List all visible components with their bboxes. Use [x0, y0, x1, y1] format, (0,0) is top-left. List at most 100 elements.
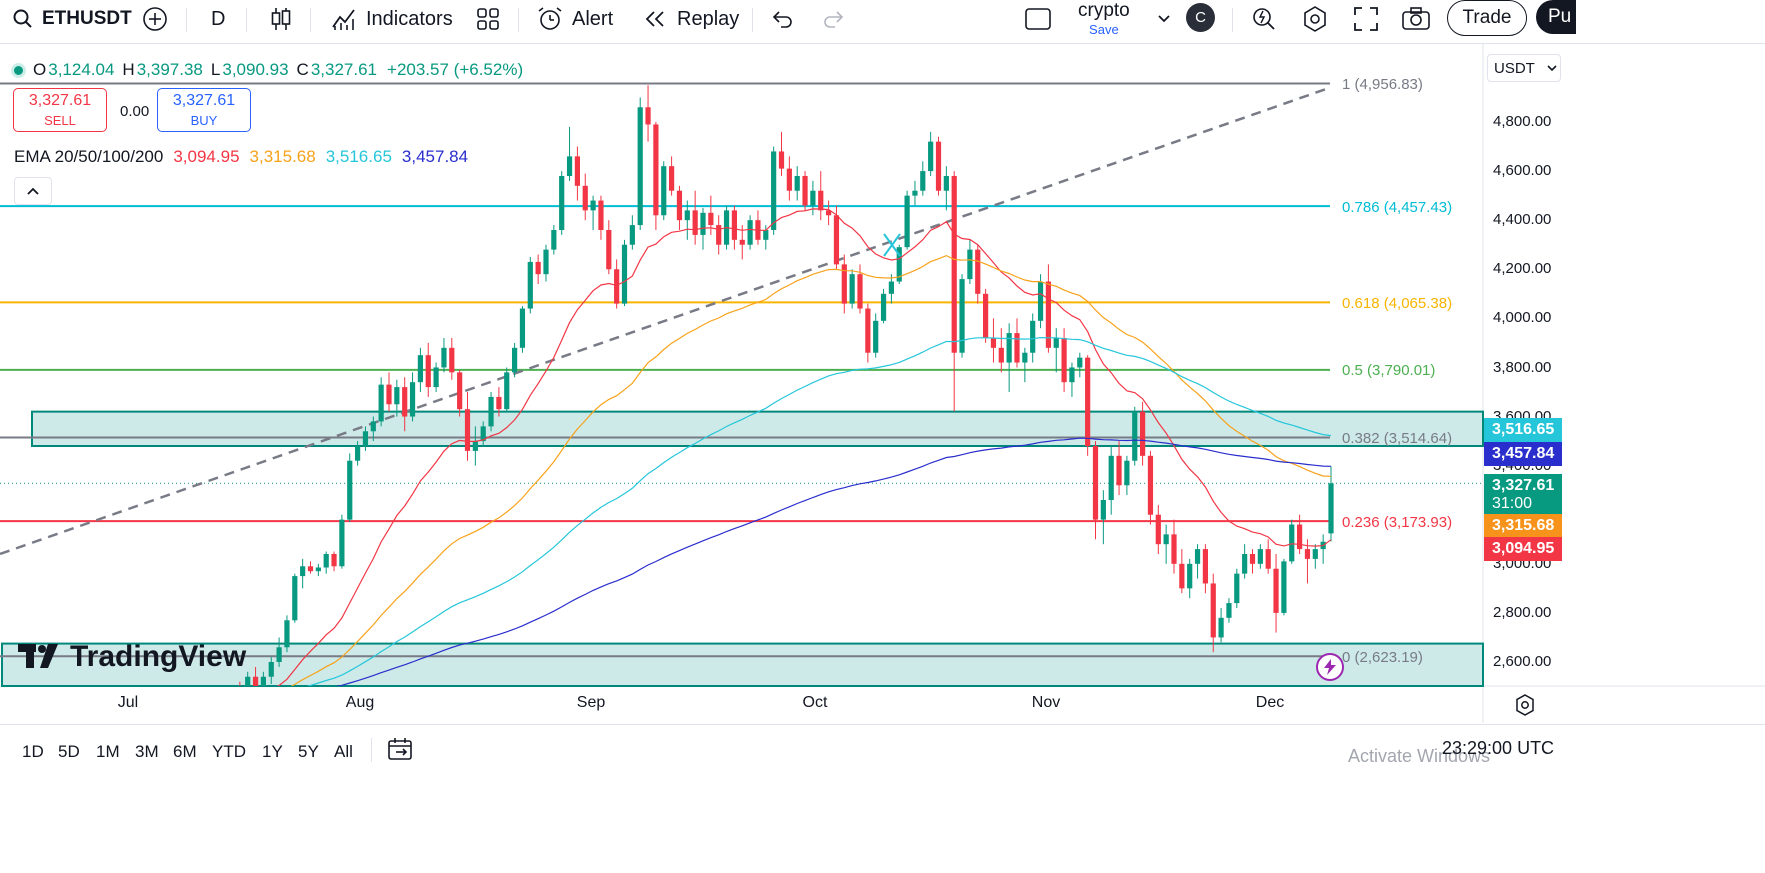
ema200-value: 3,457.84: [401, 147, 469, 166]
buy-price: 3,327.61: [172, 92, 236, 109]
snapshot-button[interactable]: [1401, 0, 1431, 38]
range-button[interactable]: 6M: [173, 742, 197, 761]
candle: [315, 567, 321, 572]
fib-level-label: 0.786 (4,457.43): [1342, 199, 1453, 216]
collapse-legend-button[interactable]: [14, 177, 52, 205]
utc-clock[interactable]: 23:29:00 UTC: [1442, 738, 1555, 758]
candle: [598, 200, 604, 230]
time-axis-label: Oct: [802, 694, 828, 711]
candle: [323, 554, 329, 568]
range-button[interactable]: YTD: [212, 742, 246, 761]
buy-button[interactable]: 3,327.61 BUY: [157, 88, 251, 132]
candle: [284, 620, 290, 648]
candle: [276, 647, 282, 662]
range-button[interactable]: 5Y: [298, 742, 319, 761]
candle-countdown: 31:00: [1492, 495, 1533, 512]
layout-menu-button[interactable]: [1157, 0, 1171, 38]
ema20-price-tag: 3,094.95: [1484, 537, 1562, 561]
alert-label: Alert: [572, 7, 614, 30]
candle: [833, 215, 840, 265]
layout-toggle-button[interactable]: [1024, 0, 1052, 38]
candle: [653, 124, 659, 216]
candle: [1077, 357, 1083, 368]
quick-search-button[interactable]: [1251, 0, 1277, 38]
chart-type-button[interactable]: [269, 0, 293, 38]
goto-date-button[interactable]: [387, 736, 415, 767]
templates-button[interactable]: [475, 0, 501, 38]
settings-button[interactable]: [1301, 0, 1329, 38]
alert-button[interactable]: Alert: [536, 0, 613, 38]
indicators-button[interactable]: Indicators: [331, 0, 453, 38]
candle: [1218, 617, 1224, 638]
candle: [1108, 455, 1114, 500]
ema100-value: 3,516.65: [325, 147, 392, 166]
candle: [983, 293, 989, 338]
candle: [1171, 534, 1177, 564]
candle: [1037, 281, 1044, 321]
symbol-search[interactable]: ETHUSDT: [12, 0, 132, 38]
range-button[interactable]: 1Y: [262, 742, 283, 761]
interval-button[interactable]: D: [211, 7, 226, 30]
range-button[interactable]: 1D: [22, 742, 44, 761]
candle: [559, 176, 565, 230]
toolbar-divider: [246, 8, 247, 32]
candle: [896, 247, 902, 282]
candle: [300, 566, 306, 577]
camera-icon: [1402, 7, 1430, 30]
last-price-tag: 3,327.61 31:00: [1484, 474, 1562, 516]
grid-icon: [477, 8, 499, 30]
candle: [739, 239, 745, 245]
spread-value: 0.00: [120, 103, 150, 120]
chart-settings-button[interactable]: [1513, 693, 1537, 722]
ema-legend[interactable]: EMA 20/50/100/200 3,094.95 3,315.68 3,51…: [14, 147, 468, 167]
square-icon: [1025, 8, 1051, 30]
redo-button[interactable]: [821, 0, 845, 38]
trade-button[interactable]: Trade: [1447, 0, 1527, 36]
candle: [1045, 281, 1051, 348]
candle: [425, 355, 431, 388]
layout-name-button[interactable]: crypto Save: [1078, 0, 1130, 37]
lightning-button[interactable]: [1316, 653, 1344, 681]
replay-button[interactable]: Replay: [643, 0, 739, 38]
candle: [1210, 583, 1216, 638]
candle: [1312, 549, 1318, 559]
candle: [731, 210, 737, 240]
publish-button[interactable]: Pu: [1536, 0, 1576, 34]
candle: [409, 382, 416, 417]
range-button[interactable]: All: [334, 742, 353, 761]
candle: [504, 372, 510, 410]
sell-button[interactable]: 3,327.61 SELL: [13, 88, 107, 132]
fullscreen-button[interactable]: [1353, 0, 1379, 38]
range-button[interactable]: 5D: [58, 742, 80, 761]
candle: [614, 269, 620, 304]
compare-symbol-button[interactable]: [141, 0, 169, 38]
undo-button[interactable]: [771, 0, 795, 38]
range-button[interactable]: 3M: [135, 742, 159, 761]
chart-line-icon: [332, 9, 355, 30]
bottom-bar: 1D 5D 1M 3M 6M YTD 1Y 5Y All: [0, 724, 1765, 775]
candle: [951, 176, 957, 353]
toolbar-divider: [752, 8, 753, 32]
candle: [252, 676, 259, 686]
candle: [763, 230, 769, 240]
candle: [1297, 524, 1303, 550]
avatar[interactable]: C: [1186, 3, 1215, 32]
currency-select[interactable]: USDT: [1487, 54, 1561, 82]
candle: [928, 141, 934, 172]
candle: [661, 166, 667, 216]
candle: [912, 190, 918, 196]
candle: [1124, 460, 1130, 486]
candle: [880, 293, 887, 321]
candle: [551, 230, 557, 250]
fib-level-label: 0.382 (3,514.64): [1342, 430, 1453, 447]
candle: [747, 220, 753, 245]
candle: [1155, 514, 1161, 545]
range-button[interactable]: 1M: [96, 742, 120, 761]
undo-icon: [772, 11, 792, 28]
candle: [873, 320, 879, 353]
layout-save-status: Save: [1089, 22, 1119, 37]
candle: [943, 176, 949, 191]
price-axis-label: 2,600.00: [1493, 653, 1552, 670]
candle: [1281, 561, 1287, 613]
